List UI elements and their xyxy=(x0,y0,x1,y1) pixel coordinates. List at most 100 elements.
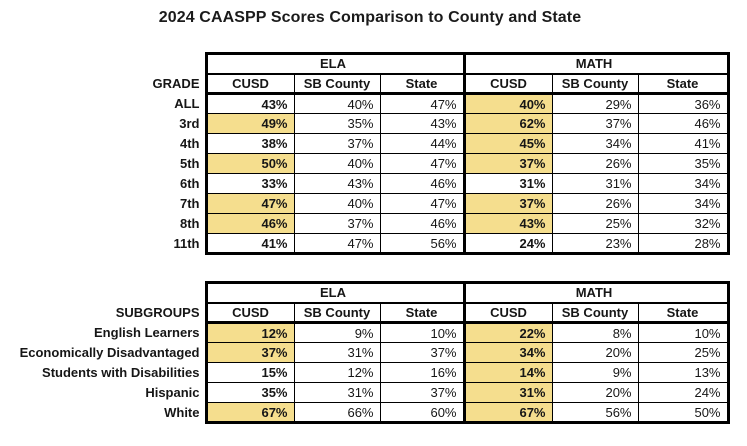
page-title: 2024 CAASPP Scores Comparison to County … xyxy=(158,9,582,26)
ela-cusd-cell: 41% xyxy=(204,233,295,255)
row-label: 4th xyxy=(180,136,200,151)
ela-state-cell: 16% xyxy=(379,362,465,383)
ela-state-cell: 60% xyxy=(379,402,465,424)
column-header-ela-state: State xyxy=(379,73,465,95)
ela-cusd-cell: 67% xyxy=(204,402,295,424)
ela-state-cell: 46% xyxy=(379,213,465,234)
ela-cusd-cell: 33% xyxy=(204,173,295,194)
ela-state-cell: 47% xyxy=(379,193,465,214)
table-row: 3rd 49% 35% 43% 62% 37% 46% xyxy=(1,113,730,134)
row-label: White xyxy=(164,405,200,420)
math-cusd-cell: 37% xyxy=(462,153,553,174)
math-cusd-cell: 31% xyxy=(462,382,553,403)
column-header-ela-sbcounty: SB County xyxy=(293,73,381,95)
ela-state-cell: 56% xyxy=(379,233,465,255)
math-cusd-cell: 37% xyxy=(462,193,553,214)
spacer-cell xyxy=(1,283,206,303)
ela-state-cell: 44% xyxy=(379,133,465,154)
ela-sbcounty-cell: 31% xyxy=(293,382,381,403)
row-label: 3rd xyxy=(179,116,200,131)
math-state-cell: 32% xyxy=(637,213,730,234)
ela-sbcounty-cell: 9% xyxy=(293,322,381,343)
ela-sbcounty-cell: 47% xyxy=(293,233,381,255)
math-sbcounty-cell: 9% xyxy=(551,362,639,383)
table-row: 6th 33% 43% 46% 31% 31% 34% xyxy=(1,173,730,194)
ela-cusd-cell: 15% xyxy=(204,362,295,383)
math-state-cell: 41% xyxy=(637,133,730,154)
group-header-row: ELA MATH xyxy=(1,52,730,75)
math-state-cell: 25% xyxy=(637,342,730,363)
math-cusd-cell: 40% xyxy=(462,93,553,114)
column-header-row: SUBGROUPS CUSD SB County State CUSD SB C… xyxy=(1,302,730,324)
ela-cusd-cell: 46% xyxy=(204,213,295,234)
ela-state-cell: 43% xyxy=(379,113,465,134)
ela-state-cell: 46% xyxy=(379,173,465,194)
column-header-math-sbcounty: SB County xyxy=(551,302,639,324)
table-row: 4th 38% 37% 44% 45% 34% 41% xyxy=(1,133,730,154)
row-label: 5th xyxy=(180,156,200,171)
subgroup-scores-table: ELA MATH SUBGROUPS CUSD SB County State … xyxy=(1,281,730,424)
math-cusd-cell: 43% xyxy=(462,213,553,234)
math-state-cell: 50% xyxy=(637,402,730,424)
row-header-label: SUBGROUPS xyxy=(115,305,200,320)
math-state-cell: 13% xyxy=(637,362,730,383)
group-header-row: ELA MATH xyxy=(1,281,730,304)
ela-sbcounty-cell: 40% xyxy=(293,93,381,114)
table-row: Economically Disadvantaged 37% 31% 37% 3… xyxy=(1,342,730,363)
math-sbcounty-cell: 25% xyxy=(551,213,639,234)
math-state-cell: 36% xyxy=(637,93,730,114)
column-header-math-sbcounty: SB County xyxy=(551,73,639,95)
row-label: 6th xyxy=(180,176,200,191)
table-row: 5th 50% 40% 47% 37% 26% 35% xyxy=(1,153,730,174)
column-header-math-state: State xyxy=(637,73,730,95)
column-header-ela-cusd: CUSD xyxy=(204,73,295,95)
math-cusd-cell: 34% xyxy=(462,342,553,363)
ela-sbcounty-cell: 40% xyxy=(293,193,381,214)
ela-sbcounty-cell: 35% xyxy=(293,113,381,134)
table-row: White 67% 66% 60% 67% 56% 50% xyxy=(1,402,730,424)
ela-sbcounty-cell: 37% xyxy=(293,133,381,154)
column-header-row: GRADE CUSD SB County State CUSD SB Count… xyxy=(1,73,730,95)
ela-cusd-cell: 12% xyxy=(204,322,295,343)
ela-state-cell: 47% xyxy=(379,153,465,174)
column-header-math-cusd: CUSD xyxy=(462,302,553,324)
column-header-ela-sbcounty: SB County xyxy=(293,302,381,324)
ela-cusd-cell: 47% xyxy=(204,193,295,214)
table-row: Hispanic 35% 31% 37% 31% 20% 24% xyxy=(1,382,730,403)
math-state-cell: 35% xyxy=(637,153,730,174)
table-row: Students with Disabilities 15% 12% 16% 1… xyxy=(1,362,730,383)
row-label: ALL xyxy=(174,96,200,111)
group-header-math: MATH xyxy=(462,281,730,304)
math-sbcounty-cell: 23% xyxy=(551,233,639,255)
math-state-cell: 34% xyxy=(637,193,730,214)
table-row: ALL 43% 40% 47% 40% 29% 36% xyxy=(1,93,730,114)
math-cusd-cell: 62% xyxy=(462,113,553,134)
math-state-cell: 10% xyxy=(637,322,730,343)
table-row: 11th 41% 47% 56% 24% 23% 28% xyxy=(1,233,730,255)
ela-state-cell: 10% xyxy=(379,322,465,343)
group-header-math: MATH xyxy=(462,52,730,75)
row-label: Hispanic xyxy=(145,385,200,400)
ela-sbcounty-cell: 12% xyxy=(293,362,381,383)
ela-state-cell: 37% xyxy=(379,382,465,403)
math-sbcounty-cell: 29% xyxy=(551,93,639,114)
math-sbcounty-cell: 26% xyxy=(551,153,639,174)
ela-cusd-cell: 50% xyxy=(204,153,295,174)
ela-sbcounty-cell: 31% xyxy=(293,342,381,363)
table-row: English Learners 12% 9% 10% 22% 8% 10% xyxy=(1,322,730,343)
column-header-ela-cusd: CUSD xyxy=(204,302,295,324)
ela-state-cell: 37% xyxy=(379,342,465,363)
math-cusd-cell: 67% xyxy=(462,402,553,424)
row-label: Economically Disadvantaged xyxy=(19,345,200,360)
math-sbcounty-cell: 26% xyxy=(551,193,639,214)
group-header-ela: ELA xyxy=(204,281,465,304)
row-label: 7th xyxy=(180,196,200,211)
math-cusd-cell: 24% xyxy=(462,233,553,255)
math-cusd-cell: 22% xyxy=(462,322,553,343)
ela-sbcounty-cell: 66% xyxy=(293,402,381,424)
math-cusd-cell: 14% xyxy=(462,362,553,383)
ela-sbcounty-cell: 37% xyxy=(293,213,381,234)
math-sbcounty-cell: 31% xyxy=(551,173,639,194)
row-label: 8th xyxy=(180,216,200,231)
ela-cusd-cell: 38% xyxy=(204,133,295,154)
